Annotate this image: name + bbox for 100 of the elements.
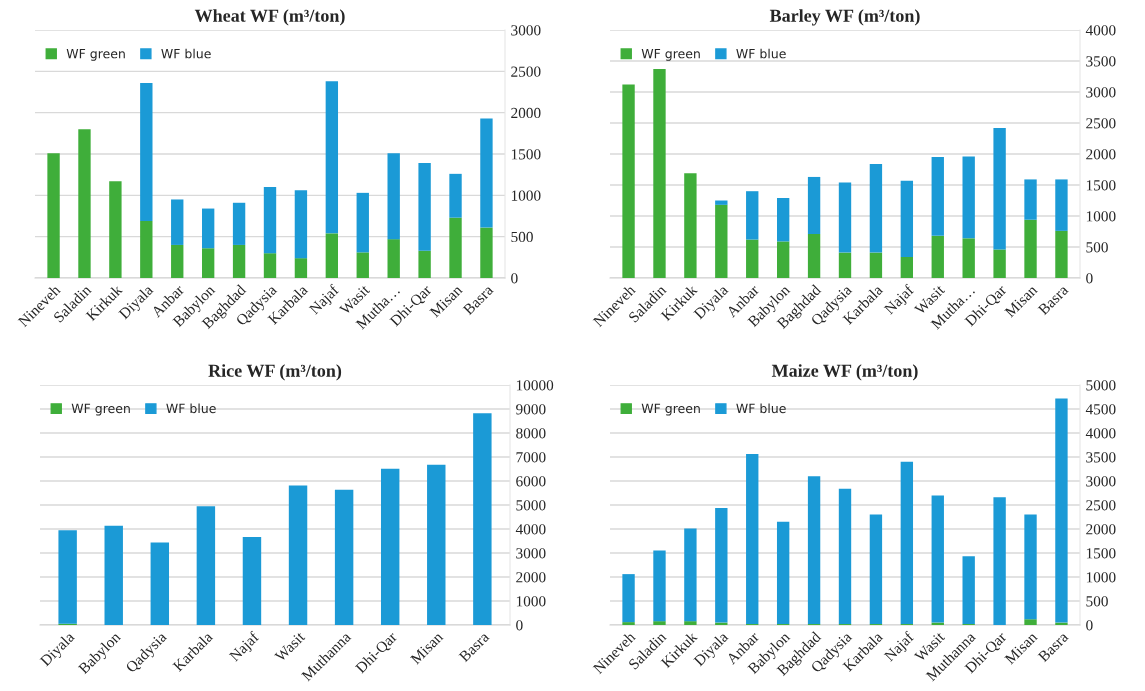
legend-label: WF blue xyxy=(736,48,786,59)
bar xyxy=(1024,219,1037,278)
chart-title: Wheat WF (m³/ton) xyxy=(194,9,345,26)
bar xyxy=(807,233,821,278)
bar xyxy=(684,173,697,278)
legend-label: WF green xyxy=(71,403,130,416)
bar xyxy=(58,530,77,624)
legend-label: WF blue xyxy=(161,48,211,59)
y-tick-label: 2500 xyxy=(1086,500,1116,511)
y-tick-label: 1500 xyxy=(511,149,541,160)
bar xyxy=(962,156,975,239)
legend-label: WF green xyxy=(641,49,700,61)
bar xyxy=(776,241,790,278)
bar xyxy=(387,239,400,278)
bar xyxy=(622,84,635,278)
bar xyxy=(356,192,369,253)
bar xyxy=(1024,514,1037,620)
y-tick-label: 3500 xyxy=(1086,452,1116,463)
bar xyxy=(449,217,462,278)
y-tick-label: 500 xyxy=(1086,596,1108,607)
bar xyxy=(869,163,883,253)
y-tick-label: 5000 xyxy=(1086,380,1116,391)
bar xyxy=(715,507,728,623)
bar xyxy=(622,622,635,625)
y-tick-label: 3000 xyxy=(516,548,546,559)
bar xyxy=(150,542,170,625)
y-tick-label: 2000 xyxy=(1086,149,1116,160)
bar xyxy=(931,157,944,236)
y-tick-label: 4500 xyxy=(1085,404,1116,415)
bar xyxy=(869,252,883,278)
bar xyxy=(993,497,1006,625)
bar xyxy=(993,127,1006,250)
y-tick-label: 10000 xyxy=(516,380,554,391)
bar xyxy=(931,235,944,278)
bar xyxy=(288,485,308,625)
bar xyxy=(263,253,277,278)
chart-title: Barley WF (m³/ton) xyxy=(769,9,920,26)
y-tick-label: 4000 xyxy=(1085,428,1116,439)
bar xyxy=(622,574,635,623)
bar xyxy=(838,252,852,278)
y-tick-label: 500 xyxy=(511,231,533,243)
bar xyxy=(993,249,1006,278)
bar xyxy=(480,227,493,278)
y-tick-label: 500 xyxy=(1086,242,1108,253)
bar xyxy=(900,180,914,257)
y-tick-label: 1000 xyxy=(511,190,541,201)
bar xyxy=(242,536,262,625)
bar xyxy=(746,454,759,625)
y-tick-label: 4000 xyxy=(1085,25,1116,36)
y-tick-label: 1000 xyxy=(1086,211,1116,222)
bar xyxy=(684,621,697,625)
bar xyxy=(900,461,914,625)
chart-title: Maize WF (m³/ton) xyxy=(771,364,918,381)
bar xyxy=(380,468,400,625)
bar xyxy=(356,252,369,278)
y-tick-label: 0 xyxy=(1086,273,1093,284)
bar xyxy=(109,181,122,278)
bar xyxy=(232,202,246,245)
y-tick-label: 2500 xyxy=(511,66,541,77)
bar xyxy=(653,550,666,622)
y-tick-label: 4000 xyxy=(515,524,546,535)
y-tick-label: 3000 xyxy=(511,25,541,36)
bar xyxy=(962,556,975,625)
bar xyxy=(776,521,790,625)
legend-label: WF blue xyxy=(166,403,216,414)
bar xyxy=(232,244,246,278)
bar xyxy=(653,621,666,625)
y-tick-label: 3500 xyxy=(1086,56,1116,67)
bar xyxy=(104,525,123,625)
bar xyxy=(140,82,153,221)
legend-label: WF green xyxy=(641,403,700,416)
chart-title: Rice WF (m³/ton) xyxy=(208,364,342,381)
bar xyxy=(480,118,493,228)
bar xyxy=(776,198,790,242)
bar xyxy=(201,208,215,249)
y-tick-label: 5000 xyxy=(516,500,546,511)
bar xyxy=(746,191,759,240)
y-tick-label: 1000 xyxy=(516,596,546,607)
y-tick-label: 2000 xyxy=(1086,524,1116,535)
bar xyxy=(263,187,277,254)
bar xyxy=(653,69,666,278)
bar xyxy=(807,476,821,625)
bar xyxy=(140,220,153,278)
y-tick-label: 1500 xyxy=(1086,548,1116,559)
y-tick-label: 3000 xyxy=(1086,476,1116,487)
bar xyxy=(325,233,339,278)
bar xyxy=(1055,179,1068,231)
y-tick-label: 9000 xyxy=(516,404,546,415)
y-tick-label: 0 xyxy=(1086,620,1093,631)
legend-label: WF green xyxy=(66,49,125,61)
bar xyxy=(807,176,821,234)
bar xyxy=(196,506,216,625)
bar xyxy=(900,256,914,278)
bar xyxy=(387,153,400,240)
bar xyxy=(47,153,60,278)
legend-label: WF blue xyxy=(736,403,786,414)
bar xyxy=(1055,230,1068,278)
bar xyxy=(418,163,431,251)
y-tick-label: 7000 xyxy=(516,452,546,463)
y-tick-label: 8000 xyxy=(516,428,546,439)
